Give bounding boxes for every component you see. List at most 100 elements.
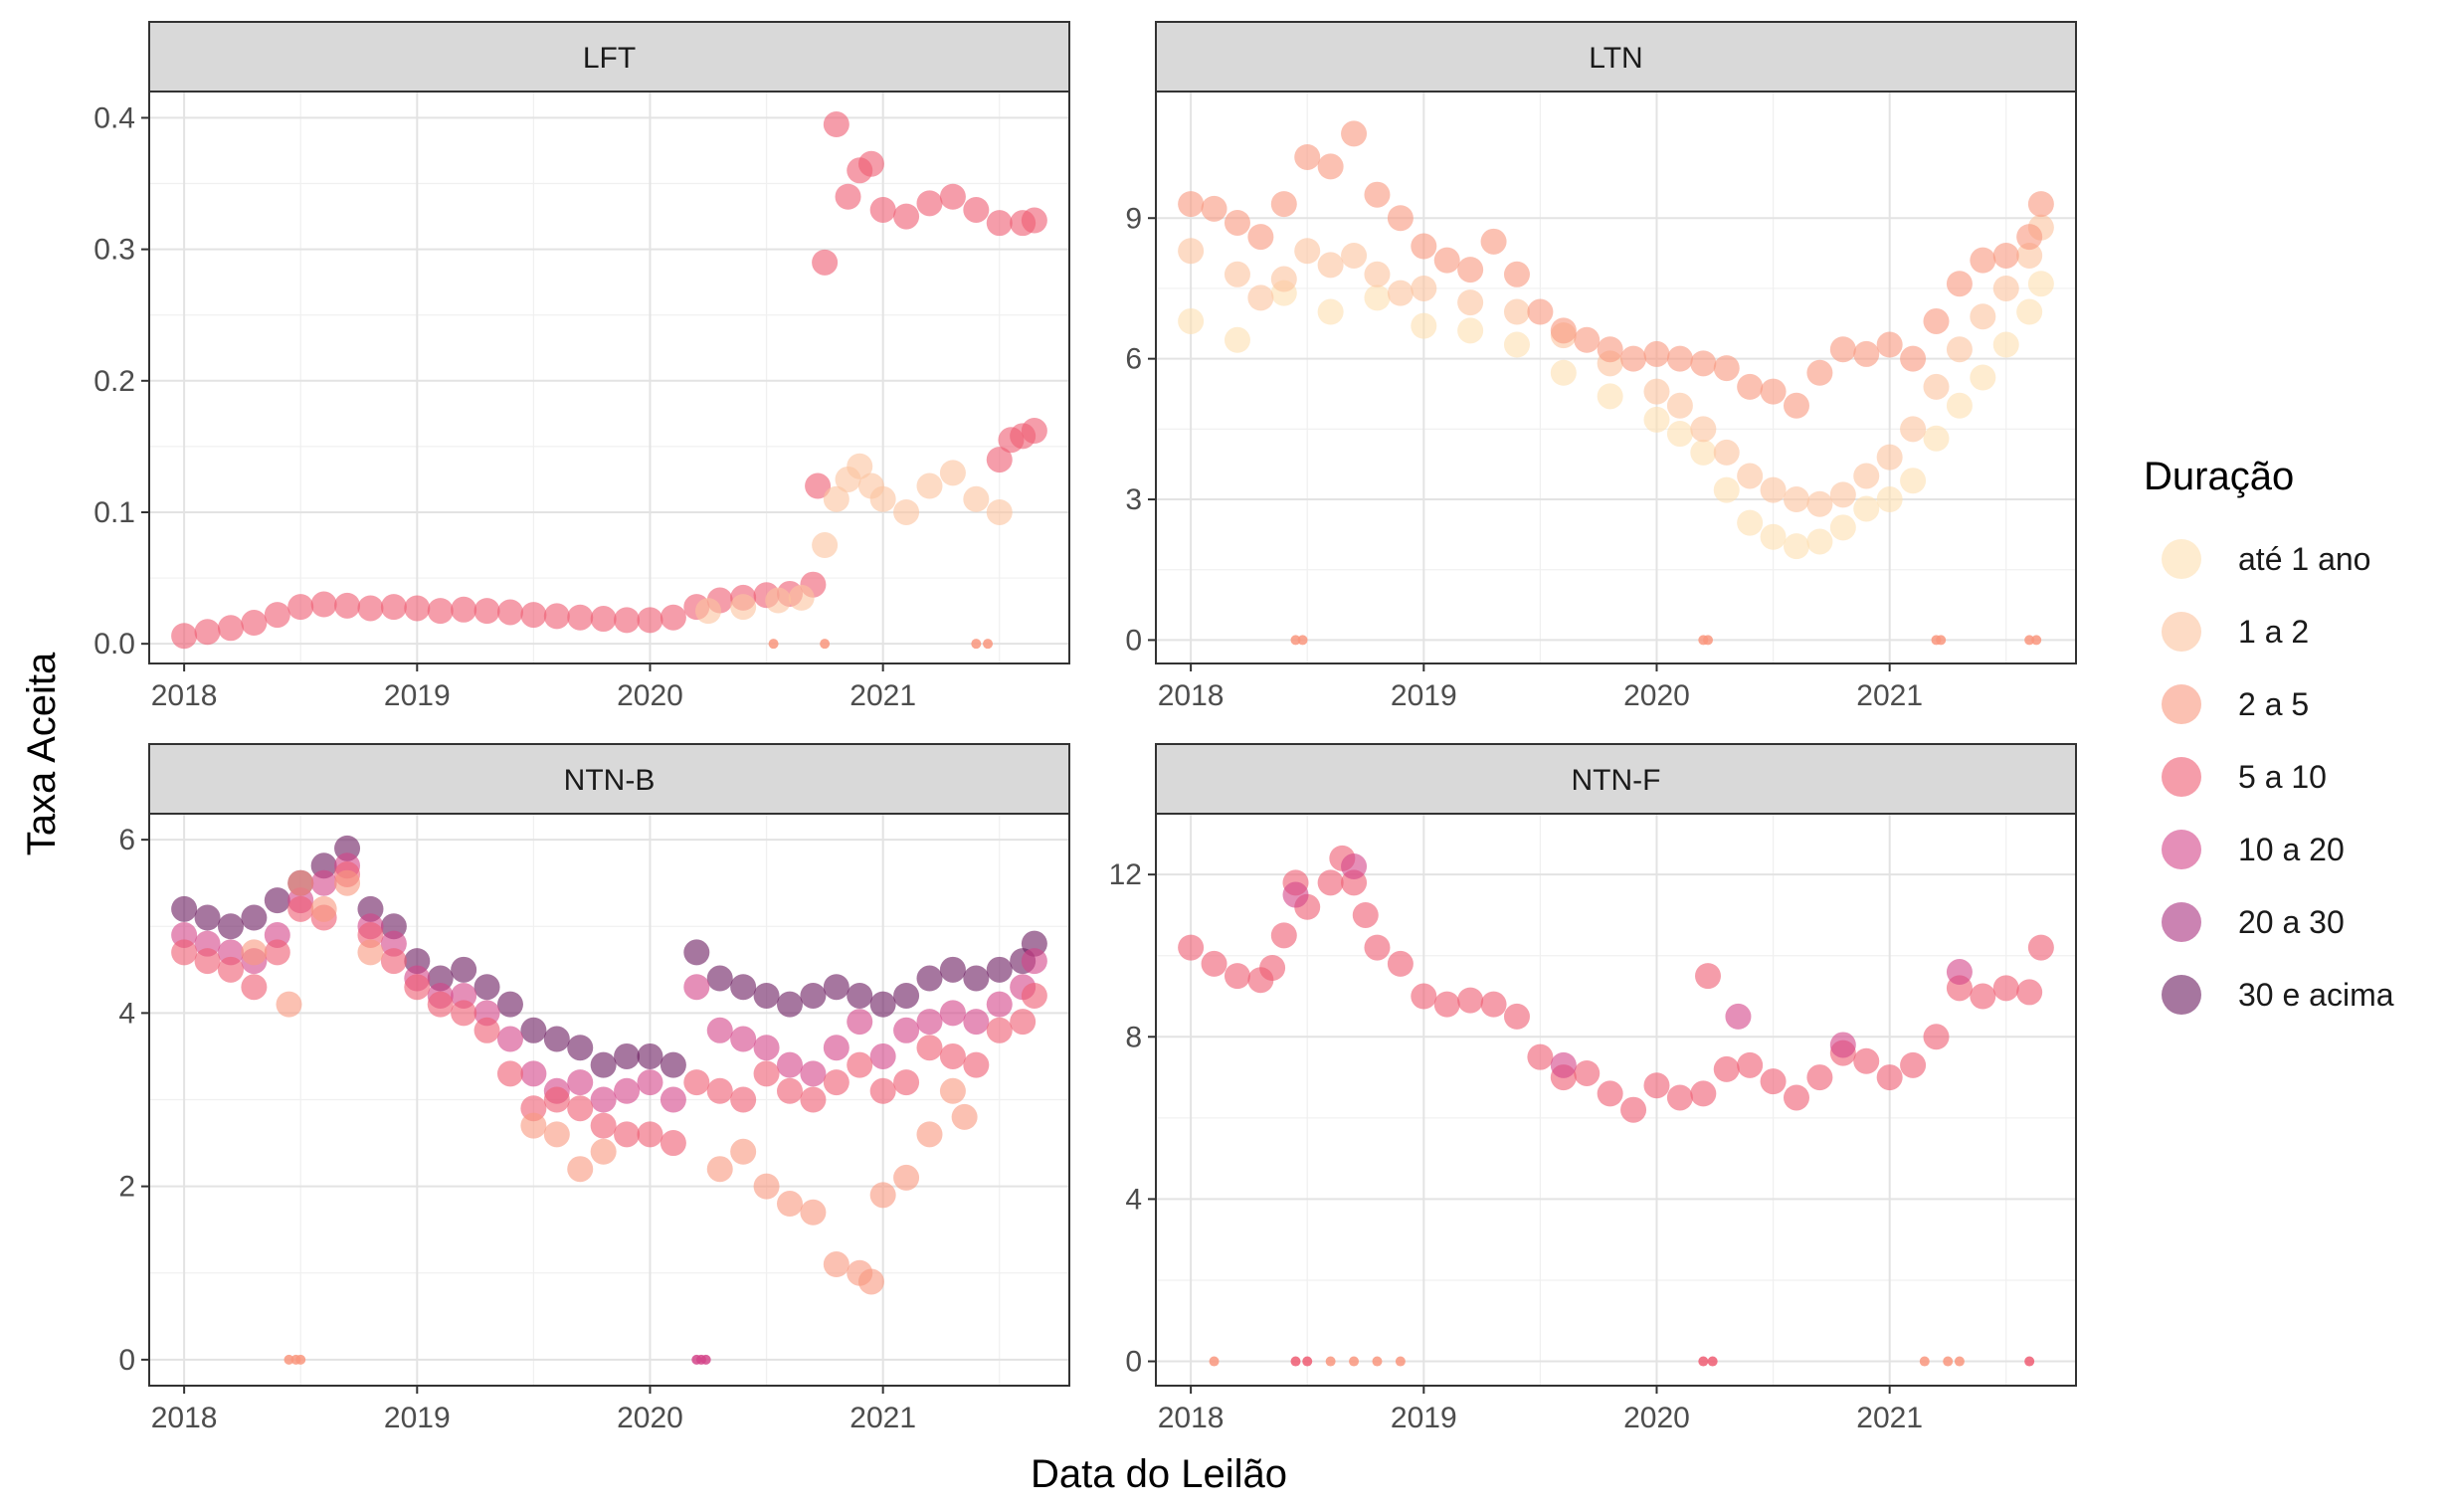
data-point [171, 939, 198, 966]
data-point [1364, 934, 1391, 961]
y-tick-label: 0.3 [94, 234, 135, 267]
data-point [1247, 284, 1274, 311]
y-tick-label: 4 [1125, 1183, 1142, 1216]
data-point [1270, 922, 1297, 949]
data-point [1992, 275, 2019, 301]
data-point [2027, 191, 2054, 218]
data-point [2016, 224, 2043, 251]
data-point [217, 956, 244, 983]
legend-title: Duração [2144, 455, 2294, 498]
data-point [427, 598, 454, 625]
data-point [1666, 345, 1693, 372]
data-point [939, 1077, 966, 1104]
data-point [1503, 261, 1530, 287]
data-point [776, 1191, 803, 1218]
y-tick-label: 0.0 [94, 628, 135, 661]
facet-strip [1155, 743, 2077, 815]
data-point [404, 595, 431, 622]
data-point [1643, 1072, 1670, 1099]
data-point [986, 498, 1013, 525]
data-point [893, 1164, 920, 1191]
data-point [916, 1009, 943, 1036]
legend-items: até 1 ano 1 a 2 2 a 5 5 a 10 10 a 20 20 a 30 3… [2162, 539, 2394, 1015]
x-tick-label: 2019 [384, 1402, 451, 1434]
data-point [1364, 261, 1391, 287]
data-points [171, 111, 1047, 650]
data-point [1853, 340, 1880, 367]
data-point [1480, 228, 1507, 255]
data-point [730, 1138, 757, 1165]
data-point [986, 1017, 1013, 1043]
data-point [217, 615, 244, 642]
legend-item-label: 20 a 30 [2238, 904, 2345, 940]
data-point [1411, 983, 1437, 1010]
data-point [1876, 486, 1903, 513]
data-point [1707, 1356, 1718, 1367]
data-point [1666, 392, 1693, 419]
data-point [496, 1060, 523, 1087]
data-point [1760, 1068, 1787, 1095]
data-point [1290, 635, 1301, 646]
data-point [1317, 252, 1344, 279]
data-point [520, 1112, 547, 1139]
data-point [730, 1026, 757, 1052]
data-point [520, 1060, 547, 1087]
data-point [264, 939, 290, 966]
data-point [1666, 421, 1693, 448]
data-point [939, 956, 966, 983]
data-point [567, 1156, 594, 1183]
data-point [1010, 1009, 1037, 1036]
data-point [1919, 1356, 1930, 1367]
data-point [1713, 439, 1740, 466]
legend: Duração até 1 ano 1 a 2 2 a 5 5 a 10 10 a 20… [2144, 455, 2394, 1015]
data-point [983, 639, 994, 650]
data-point [194, 948, 221, 975]
data-point [1992, 331, 2019, 358]
data-point [788, 584, 815, 611]
panel-border [148, 813, 1070, 1387]
data-point [1178, 191, 1205, 218]
data-point [963, 1009, 990, 1036]
data-point [939, 1000, 966, 1027]
data-point [543, 603, 570, 630]
facet-strip-label: LFT [583, 42, 636, 75]
data-point [2024, 1356, 2035, 1367]
y-tick-label: 8 [1125, 1021, 1142, 1053]
data-point [1690, 350, 1717, 377]
data-point [753, 1035, 780, 1061]
data-point [986, 956, 1013, 983]
data-point [1725, 1003, 1752, 1030]
data-point [1690, 416, 1717, 443]
data-point [520, 602, 547, 629]
data-point [543, 1121, 570, 1148]
plot-background [1156, 92, 2076, 663]
data-point [1341, 853, 1368, 880]
data-point [614, 1121, 641, 1148]
data-point [1713, 476, 1740, 503]
data-point [1021, 982, 1047, 1009]
data-point [2031, 635, 2042, 646]
data-point [614, 1077, 641, 1104]
data-point [217, 913, 244, 940]
data-point [1946, 336, 1973, 363]
data-point [706, 1077, 733, 1104]
x-tick-label: 2020 [1623, 1402, 1690, 1434]
data-point [1900, 416, 1927, 443]
data-point [823, 1069, 849, 1096]
data-point [1021, 207, 1047, 234]
x-axis-title: Data do Leilão [1031, 1452, 1287, 1496]
data-point [1970, 364, 1996, 391]
data-point [1876, 331, 1903, 358]
x-tick-label: 2018 [151, 679, 218, 712]
x-tick-label: 2021 [849, 1402, 916, 1434]
data-point [753, 1173, 780, 1200]
data-point [916, 1035, 943, 1061]
data-point [1247, 224, 1274, 251]
data-point [1411, 312, 1437, 339]
x-tick-label: 2021 [849, 679, 916, 712]
data-point [916, 472, 943, 499]
x-tick-label: 2019 [1391, 679, 1457, 712]
y-tick-label: 6 [118, 824, 135, 856]
data-point [823, 111, 849, 138]
data-point [939, 460, 966, 486]
